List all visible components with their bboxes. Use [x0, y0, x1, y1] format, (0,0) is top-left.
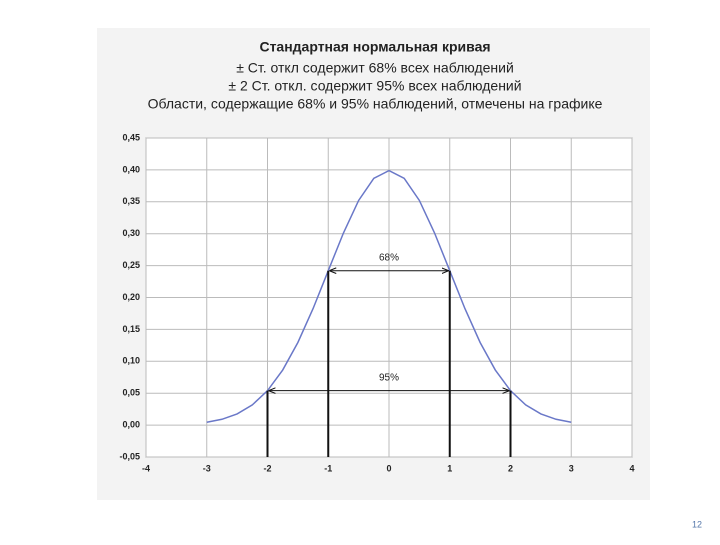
x-tick-label: 0	[386, 463, 391, 473]
range-label: 68%	[379, 252, 399, 263]
x-tick-label: -4	[142, 463, 150, 473]
subtitle: ± 2 Ст. откл. содержит 95% всех наблюден…	[228, 78, 521, 94]
subtitle: ± Ст. откл содержит 68% всех наблюдений	[236, 60, 514, 76]
chart-title: Стандартная нормальная кривая	[259, 39, 490, 55]
x-tick-label: 1	[447, 463, 452, 473]
y-tick-label: 0,45	[122, 132, 140, 142]
y-tick-label: 0,35	[122, 196, 140, 206]
y-tick-label: 0,15	[122, 324, 140, 334]
x-tick-label: -3	[203, 463, 211, 473]
y-tick-label: 0,20	[122, 292, 140, 302]
x-tick-label: -1	[324, 463, 332, 473]
y-tick-label: 0,40	[122, 164, 140, 174]
y-tick-label: 0,00	[122, 419, 140, 429]
subtitle: Области, содержащие 68% и 95% наблюдений…	[148, 96, 603, 112]
y-tick-label: 0,10	[122, 356, 140, 366]
slide-number: 12	[692, 519, 702, 529]
x-tick-label: 4	[629, 463, 634, 473]
y-tick-label: 0,30	[122, 228, 140, 238]
x-tick-label: 2	[508, 463, 513, 473]
y-tick-label: -0,05	[119, 451, 140, 461]
y-tick-label: 0,25	[122, 260, 140, 270]
y-tick-label: 0,05	[122, 388, 140, 398]
x-tick-label: -2	[263, 463, 271, 473]
range-label: 95%	[379, 372, 399, 383]
x-tick-label: 3	[569, 463, 574, 473]
